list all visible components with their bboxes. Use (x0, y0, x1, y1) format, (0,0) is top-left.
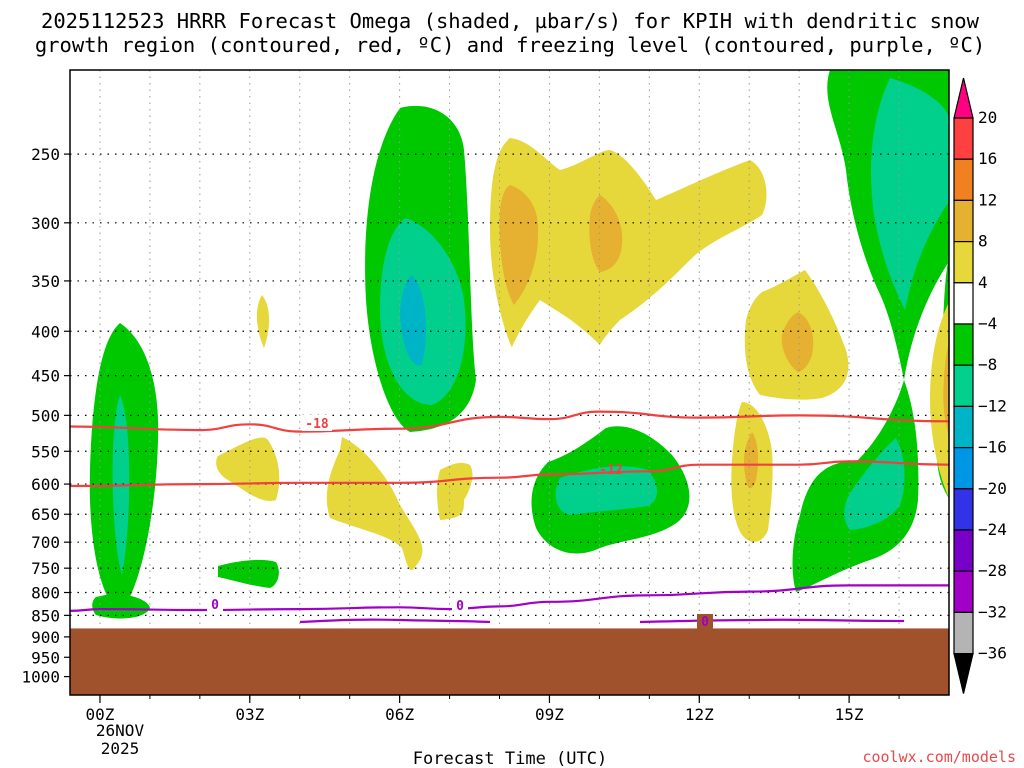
x-axis: 00Z 03Z 06Z 09Z 12Z 15Z (86, 695, 900, 724)
colorbar-label: −8 (978, 355, 997, 374)
freezing-level-surface-segment-1 (299, 618, 491, 624)
grid-layer (70, 70, 949, 695)
colorbar-label: −24 (978, 520, 1007, 539)
colorbar-label: −32 (978, 602, 1007, 621)
y-tick-label: 650 (31, 505, 60, 524)
colorbar-label: −4 (978, 314, 997, 333)
y-tick-label: 900 (31, 628, 60, 647)
y-tick-label: 550 (31, 442, 60, 461)
colorbar-label: −20 (978, 479, 1007, 498)
colorbar-segment (953, 570, 974, 614)
x-date-line-1: 26NOV (96, 721, 145, 740)
x-tick-label: 06Z (385, 705, 414, 724)
label-bg (302, 415, 332, 431)
y-tick-label: 300 (31, 214, 60, 233)
contour-label-minus18: -18 (305, 417, 329, 432)
colorbar-label: 12 (978, 190, 997, 209)
y-tick-label: 800 (31, 584, 60, 603)
x-date-line-2: 2025 (101, 739, 140, 758)
omega-shading-layer (89, 70, 949, 619)
y-tick-label: 700 (31, 533, 60, 552)
colorbar-label: 8 (978, 232, 988, 251)
label-bg (452, 598, 468, 613)
freezing-level-surface-segment-2 (639, 618, 905, 624)
colorbar-label: −12 (978, 396, 1007, 415)
omega-region-orange (781, 312, 814, 372)
ground-below-surface (70, 628, 949, 695)
colorbar-segment (953, 364, 974, 408)
y-tick-label: 400 (31, 322, 60, 341)
colorbar-label: 20 (978, 108, 997, 127)
contour-label-zero: 0 (211, 598, 219, 613)
label-bg (207, 597, 223, 612)
credit-link[interactable]: coolwx.com/models (862, 748, 1016, 766)
y-tick-label: 1000 (21, 668, 60, 687)
colorbar-segment (953, 488, 974, 531)
colorbar-segment (953, 447, 974, 490)
y-tick-label: 500 (31, 406, 60, 425)
y-tick-label: 950 (31, 648, 60, 667)
x-tick-label: 15Z (835, 705, 864, 724)
colorbar-segment (953, 405, 974, 449)
contour-line-0 (70, 410, 949, 433)
x-tick-label: 12Z (685, 705, 714, 724)
omega-region-orange (499, 185, 539, 305)
omega-region-yellow (437, 462, 473, 520)
omega-region-cyan (400, 275, 427, 366)
colorbar-top-arrow (953, 77, 974, 119)
omega-region-green (92, 594, 150, 619)
omega-region-orange (744, 432, 759, 489)
contour-label-zero: 0 (701, 615, 709, 630)
contour-label-minus12: -12 (599, 463, 622, 478)
colorbar-segment (953, 158, 974, 201)
colorbar-segment (953, 117, 974, 160)
chart-title-line-1: 2025112523 HRRR Forecast Omega (shaded, … (41, 9, 980, 33)
y-tick-label: 600 (31, 475, 60, 494)
contour-line-2 (70, 584, 949, 612)
x-tick-label: 09Z (535, 705, 564, 724)
contour-label-zero: 0 (456, 599, 464, 614)
omega-region-yellow (216, 437, 280, 501)
colorbar-segment (953, 282, 974, 325)
omega-region-orange (943, 342, 949, 437)
x-tick-label: 03Z (235, 705, 264, 724)
contour-layer (70, 410, 949, 612)
y-axis: 250 300 350 400 450 500 550 600 650 700 750 800 850 9… (21, 145, 70, 687)
omega-region-teal (871, 78, 949, 310)
omega-region-yellow (490, 138, 767, 348)
colorbar-segment (953, 323, 974, 366)
colorbar: 20 16 12 8 4 −4 −8 −12 −16 −20 −24 −28 −32 −36 (953, 77, 1007, 694)
y-tick-label: 450 (31, 367, 60, 386)
omega-region-teal (555, 466, 657, 515)
colorbar-segment (953, 199, 974, 243)
contour-labels: -18 -12 0 0 0 (207, 415, 713, 630)
omega-region-yellow (930, 302, 949, 498)
chart-title-line-2: growth region (contoured, red, ºC) and f… (35, 33, 985, 57)
omega-region-orange (589, 195, 623, 272)
omega-region-yellow (326, 437, 423, 571)
colorbar-label: −28 (978, 561, 1007, 580)
colorbar-segment (953, 241, 974, 284)
colorbar-label: −16 (978, 438, 1007, 457)
y-tick-label: 350 (31, 272, 60, 291)
colorbar-segment (953, 529, 974, 572)
label-bg (697, 614, 713, 629)
omega-region-green (218, 559, 279, 588)
x-axis-label: Forecast Time (UTC) (413, 749, 607, 768)
y-tick-label: 250 (31, 145, 60, 164)
x-tick-label: 00Z (86, 705, 115, 724)
colorbar-label: 4 (978, 273, 988, 292)
omega-region-yellow (256, 295, 270, 348)
y-tick-label: 850 (31, 606, 60, 625)
omega-region-teal (844, 438, 905, 530)
contour-line-1 (70, 460, 949, 488)
colorbar-label: −36 (978, 644, 1007, 663)
y-tick-label: 750 (31, 559, 60, 578)
colorbar-label: 16 (978, 149, 997, 168)
colorbar-segment (953, 611, 974, 655)
colorbar-bottom-arrow (953, 652, 974, 694)
plot-frame (69, 69, 950, 696)
